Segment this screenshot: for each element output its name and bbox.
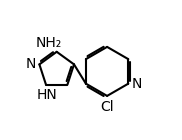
Text: HN: HN — [37, 88, 58, 102]
Text: NH₂: NH₂ — [35, 36, 62, 50]
Text: N: N — [131, 77, 142, 91]
Text: Cl: Cl — [100, 100, 114, 114]
Text: N: N — [26, 57, 36, 71]
